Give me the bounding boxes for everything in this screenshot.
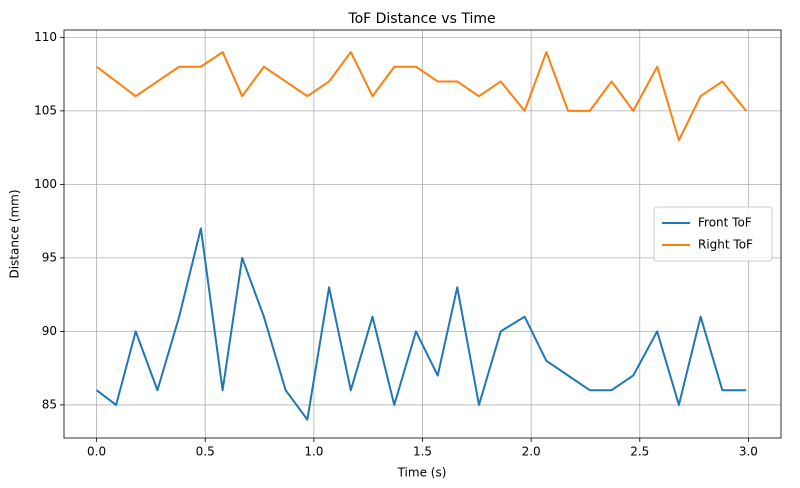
chart-title: ToF Distance vs Time — [347, 11, 495, 27]
y-tick-label: 95 — [42, 250, 57, 264]
plot-frame — [63, 29, 782, 439]
data-line — [95, 51, 748, 142]
y-tick-label: 100 — [34, 177, 57, 191]
x-tick-label: 2.5 — [630, 445, 649, 459]
x-tick-label: 3.0 — [739, 445, 758, 459]
y-tick-label: 105 — [34, 103, 57, 117]
y-tick-label: 85 — [42, 397, 57, 411]
legend-box — [653, 206, 773, 262]
x-tick-label: 1.0 — [304, 445, 323, 459]
y-axis-label: Distance (mm) — [8, 189, 22, 278]
x-tick-label: 0.0 — [87, 445, 106, 459]
y-tick-label: 110 — [34, 30, 57, 44]
x-tick-label: 2.0 — [522, 445, 541, 459]
y-tick-label: 90 — [42, 324, 57, 338]
legend-label: Right ToF — [698, 238, 753, 252]
x-axis-label: Time (s) — [397, 466, 447, 480]
x-tick-label: 1.5 — [413, 445, 432, 459]
data-line — [95, 227, 747, 421]
x-tick-label: 0.5 — [196, 445, 215, 459]
legend-label: Front ToF — [698, 216, 752, 230]
